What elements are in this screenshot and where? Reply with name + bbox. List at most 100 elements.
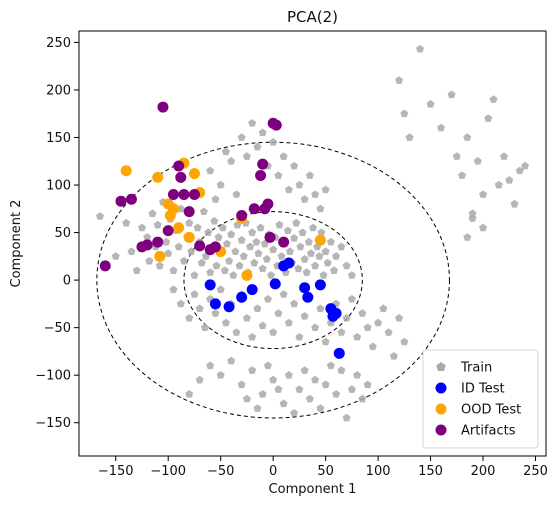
- train-point: [400, 337, 409, 346]
- train-point: [285, 247, 294, 255]
- train-point: [176, 204, 185, 213]
- train-point: [193, 223, 202, 232]
- legend-marker-artifacts: [435, 424, 447, 436]
- artifacts-point: [257, 158, 269, 170]
- train-point: [143, 233, 152, 241]
- train-point: [137, 223, 146, 232]
- train-point: [227, 157, 236, 165]
- train-point: [262, 254, 271, 263]
- train-point: [332, 390, 341, 398]
- train-point: [206, 361, 215, 370]
- y-tick-label: −150: [35, 416, 71, 431]
- train-point: [275, 220, 284, 229]
- train-point: [473, 157, 482, 165]
- train-point: [176, 299, 185, 308]
- train-point: [248, 332, 257, 341]
- chart-content: −150 −100 −50 0 50 100 150 200 250 −150 −100 −50 0 50…: [35, 30, 548, 479]
- train-point: [132, 266, 141, 274]
- series-train: [95, 44, 530, 422]
- train-point: [252, 237, 261, 246]
- train-point: [395, 313, 404, 322]
- train-point: [294, 264, 303, 273]
- train-point: [304, 237, 313, 246]
- train-point: [426, 100, 435, 108]
- train-point: [479, 190, 488, 198]
- artifacts-point: [157, 101, 169, 113]
- train-point: [225, 256, 234, 265]
- ood-test-point: [120, 165, 132, 177]
- train-point: [267, 271, 276, 279]
- train-point: [358, 309, 367, 317]
- train-point: [316, 404, 325, 412]
- train-point: [253, 142, 262, 151]
- train-point: [164, 249, 173, 257]
- train-point: [195, 375, 204, 384]
- artifacts-point: [188, 189, 200, 201]
- train-point: [295, 332, 304, 341]
- x-tick-label: 50: [317, 464, 334, 479]
- train-point: [232, 190, 241, 198]
- train-point: [323, 258, 332, 267]
- train-point: [332, 252, 341, 260]
- train-point: [155, 261, 164, 270]
- train-point: [248, 366, 257, 374]
- train-point: [277, 252, 286, 260]
- train-point: [269, 245, 278, 254]
- artifacts-point: [270, 119, 282, 131]
- train-point: [253, 404, 262, 412]
- train-point: [311, 190, 320, 198]
- train-point: [248, 228, 257, 236]
- train-point: [484, 114, 493, 122]
- artifacts-point: [99, 260, 111, 272]
- train-point: [494, 180, 503, 189]
- train-point: [353, 332, 362, 341]
- train-point: [216, 180, 225, 189]
- chart-title: PCA(2): [287, 8, 338, 26]
- train-point: [305, 171, 314, 179]
- train-point: [279, 152, 288, 160]
- train-point: [302, 268, 311, 276]
- train-point: [274, 171, 283, 179]
- train-point: [195, 304, 204, 313]
- train-point: [489, 95, 498, 103]
- train-point: [295, 385, 304, 393]
- train-point: [515, 166, 524, 175]
- legend-label: OOD Test: [461, 403, 521, 418]
- train-point: [279, 399, 288, 408]
- train-point: [239, 252, 248, 260]
- plot-area: [95, 44, 530, 422]
- x-tick-label: −150: [98, 464, 134, 479]
- legend-marker-ood-test: [435, 403, 447, 415]
- train-point: [300, 195, 309, 203]
- series-id-test: [204, 257, 345, 359]
- artifacts-point: [236, 209, 248, 221]
- artifacts-point: [162, 225, 174, 237]
- train-point: [500, 152, 509, 160]
- id-test-point: [223, 301, 235, 313]
- ood-test-point: [183, 231, 195, 243]
- train-point: [321, 380, 330, 389]
- train-point: [169, 266, 178, 274]
- train-point: [283, 226, 292, 235]
- train-point: [342, 313, 351, 322]
- artifacts-point: [194, 240, 206, 252]
- ood-test-point: [154, 250, 166, 262]
- train-point: [232, 328, 241, 336]
- artifacts-point: [125, 193, 137, 205]
- train-point: [185, 390, 194, 398]
- legend-box: [422, 349, 539, 449]
- train-point: [292, 218, 301, 227]
- artifacts-point: [175, 171, 187, 183]
- train-point: [185, 218, 194, 227]
- id-test-point: [302, 291, 314, 303]
- train-point: [95, 212, 104, 220]
- artifacts-point: [209, 241, 221, 253]
- train-point: [347, 271, 356, 279]
- artifacts-point: [264, 231, 276, 243]
- train-point: [221, 318, 230, 327]
- x-tick-label: 250: [523, 464, 548, 479]
- train-point: [284, 318, 293, 327]
- train-point: [111, 252, 120, 260]
- train-point: [505, 176, 514, 184]
- train-point: [242, 394, 251, 403]
